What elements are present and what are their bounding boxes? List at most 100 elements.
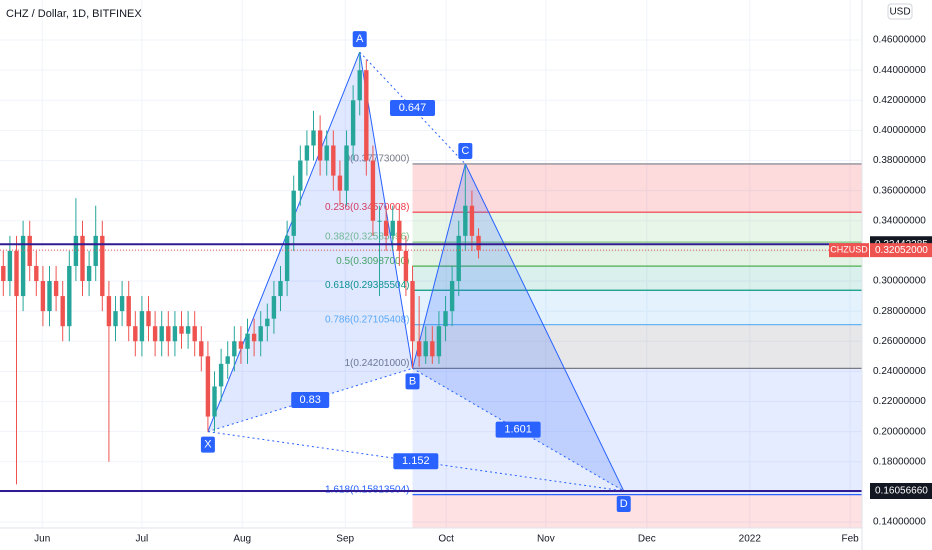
candle-body: [476, 235, 481, 251]
candle-body: [390, 220, 395, 236]
candle-body: [1, 265, 6, 282]
candle-body: [179, 326, 184, 334]
fib-band: [412, 242, 862, 267]
fib-band: [412, 494, 862, 528]
candles: [1, 52, 481, 485]
axes: 0.140000000.160000000.180000000.20000000…: [34, 35, 932, 545]
candle-body: [291, 190, 296, 236]
y-tick-label: 0.36000000: [873, 185, 926, 196]
ratio-label: 0.647: [399, 102, 427, 114]
currency-badge[interactable]: [887, 3, 913, 20]
x-tick-label: Dec: [638, 534, 656, 545]
candle-body: [146, 311, 151, 327]
x-tick-label: Feb: [842, 534, 860, 545]
y-tick-label: 0.44000000: [873, 65, 926, 76]
price-badge: [870, 483, 932, 500]
fib-band: [412, 324, 862, 369]
candle-body: [106, 296, 112, 327]
y-tick-label: 0.38000000: [873, 155, 926, 166]
x-tick-label: 2022: [739, 534, 762, 545]
pattern-leg: [412, 163, 466, 369]
candle-body: [403, 250, 409, 282]
candle-body: [311, 130, 316, 146]
candle-body: [192, 326, 197, 342]
candle-body: [443, 311, 448, 327]
pattern-leg: [207, 51, 361, 432]
point-label: D: [620, 498, 628, 510]
pattern-leg: [412, 367, 624, 492]
fib-label: 0.618(0.29385504): [325, 280, 410, 291]
ratio-badge: [393, 453, 439, 470]
y-tick-label: 0.40000000: [873, 125, 926, 136]
fib-label: 1(0.24201000): [344, 358, 409, 369]
point-badge: [352, 31, 367, 48]
fib-label: 1.618(0.15813504): [325, 484, 410, 495]
candle-body: [298, 160, 303, 191]
candle-body: [423, 341, 428, 357]
ratio-badge: [291, 391, 330, 408]
fib-band: [412, 212, 862, 243]
y-tick-label: 0.46000000: [873, 35, 926, 46]
candle-body: [430, 341, 435, 357]
candle-body: [344, 145, 349, 191]
ratio-label: 1.601: [504, 424, 532, 436]
x-tick-label: Oct: [438, 534, 454, 545]
fib-band: [412, 368, 862, 495]
candle-body: [34, 265, 39, 282]
candle-body: [152, 326, 158, 342]
pattern-leg: [464, 163, 625, 492]
candle-body: [357, 70, 362, 101]
overlay: X A B C D 0.83 0.647 1.601 1.152: [0, 31, 862, 512]
candle-body: [225, 356, 230, 364]
candle-body: [258, 326, 263, 342]
y-tick-label: 0.20000000: [873, 426, 926, 437]
y-tick-label: 0.34000000: [873, 215, 926, 226]
candle-body: [232, 341, 237, 357]
candle-body: [119, 296, 125, 312]
candle-body: [416, 341, 422, 357]
candle-body: [53, 281, 59, 297]
last-price-label: 0.32052000: [875, 245, 928, 256]
ratio-badge: [495, 421, 541, 438]
candle-body: [469, 205, 475, 236]
point-badge: [405, 373, 420, 390]
fib-retracement: 0(0.37773000) 0.236(0.34570008) 0.382(0.32…: [325, 154, 862, 528]
point-badge: [616, 495, 631, 512]
candle-body: [271, 296, 277, 319]
chart-title: CHZ / Dollar, 1D, BITFINEX: [6, 8, 142, 20]
fib-band: [412, 163, 862, 213]
candle-body: [47, 281, 52, 312]
candle-body: [265, 318, 270, 327]
candle-body: [20, 235, 26, 297]
ratio-label: 1.152: [402, 455, 430, 467]
fib-label: 0.382(0.32585496): [325, 232, 410, 243]
y-tick-label: 0.30000000: [873, 276, 926, 287]
currency: USD: [889, 7, 910, 18]
pattern-leg: [207, 367, 413, 433]
y-tick-label: 0.24000000: [873, 366, 926, 377]
candle-body: [284, 235, 290, 282]
y-tick-label: 0.42000000: [873, 95, 926, 106]
x-tick-label: Jun: [34, 534, 50, 545]
candle-body: [80, 235, 85, 282]
fib-label: 0.5(0.30987000): [336, 256, 409, 267]
candle-body: [14, 250, 19, 297]
candle-body: [449, 281, 455, 312]
candle-body: [60, 296, 65, 327]
price-badge-label: 0.16056660: [875, 486, 928, 497]
candle-body: [456, 235, 461, 282]
candle-body: [304, 145, 310, 161]
candle-body: [377, 220, 382, 222]
last-price-name: CHZUSD: [830, 245, 868, 255]
candle-body: [93, 235, 98, 266]
candle-body: [126, 296, 131, 327]
x-tick-label: Sep: [336, 534, 354, 545]
candle-body: [86, 265, 92, 282]
x-tick-label: Aug: [233, 534, 251, 545]
fib-label: 0(0.37773000): [344, 154, 409, 165]
y-tick-label: 0.18000000: [873, 456, 926, 467]
candle-body: [27, 235, 32, 266]
point-label: B: [409, 375, 416, 387]
